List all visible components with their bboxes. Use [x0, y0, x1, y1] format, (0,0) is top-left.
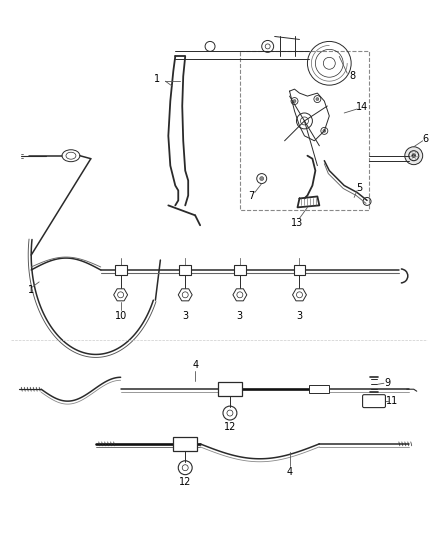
Text: 3: 3 — [237, 311, 243, 321]
Text: 1: 1 — [28, 285, 34, 295]
Text: 12: 12 — [224, 422, 236, 432]
Circle shape — [316, 98, 319, 101]
Bar — [240, 51, 369, 211]
Text: 13: 13 — [291, 219, 304, 228]
Text: 6: 6 — [423, 134, 429, 144]
Text: 9: 9 — [385, 378, 391, 388]
Bar — [218, 382, 242, 396]
Circle shape — [293, 100, 296, 102]
Text: 12: 12 — [179, 477, 191, 487]
Text: 4: 4 — [286, 467, 293, 477]
Text: 5: 5 — [356, 182, 362, 192]
Circle shape — [405, 147, 423, 165]
Circle shape — [412, 154, 416, 158]
Text: 10: 10 — [114, 311, 127, 321]
Text: 8: 8 — [349, 71, 355, 81]
Ellipse shape — [62, 150, 80, 161]
Text: 1: 1 — [154, 74, 160, 84]
Bar — [293, 265, 305, 275]
Bar — [179, 265, 191, 275]
FancyBboxPatch shape — [363, 394, 385, 408]
Circle shape — [323, 130, 326, 132]
Text: 14: 14 — [356, 102, 368, 112]
Text: 3: 3 — [182, 311, 188, 321]
Bar — [115, 265, 127, 275]
Bar — [173, 437, 197, 451]
Text: 11: 11 — [386, 396, 398, 406]
Bar — [309, 385, 329, 393]
Bar — [234, 265, 246, 275]
Circle shape — [260, 176, 264, 181]
Text: 3: 3 — [297, 311, 303, 321]
Text: 7: 7 — [249, 191, 255, 201]
Text: 4: 4 — [192, 360, 198, 370]
